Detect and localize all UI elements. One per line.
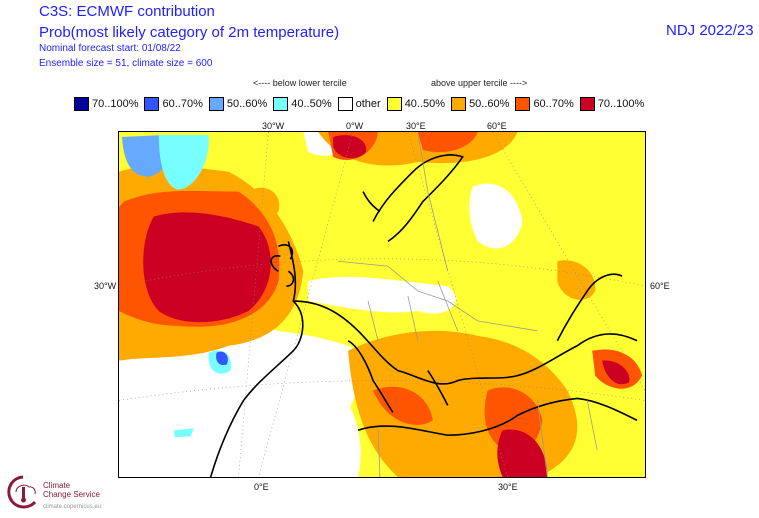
probability-map [118,131,646,478]
legend-swatch [451,97,467,111]
legend-item: 60..70% [144,97,203,111]
lon-label: 30°E [498,482,518,492]
logo-url: climate.copernicus.eu [43,504,102,510]
season-label: NDJ 2022/23 [666,22,754,39]
lon-label: 30°W [94,281,117,291]
legend: 70..100% 60..70% 50..60% 40..50% other 40..50… [74,97,650,111]
legend-swatch [337,97,353,111]
legend-label: 40..50% [291,98,332,110]
graticule [119,132,645,477]
region-below-50-60 [121,134,169,177]
legend-item: other [337,97,381,111]
legend-label: other [355,98,381,110]
legend-swatch [208,97,224,111]
region-60-70 [373,386,433,425]
region-below-40-50 [158,134,209,190]
region-below-60-70 [216,351,228,366]
region-60-70 [417,132,478,153]
country-borders [338,132,598,477]
legend-item: 70..100% [74,97,138,111]
ensemble-size: Ensemble size = 51, climate size = 600 [39,58,213,69]
chart-subtitle: Prob(most likely category of 2m temperat… [39,24,340,41]
region-70-100 [497,429,548,477]
legend-label: 60..70% [162,98,203,110]
region-other [228,329,364,452]
thermometer-cloud-icon [7,475,37,509]
lon-label: 30°E [406,121,426,131]
region-other [469,183,523,249]
legend-label: 50..60% [469,98,510,110]
legend-swatch [74,97,89,111]
lon-label: 30°W [262,121,285,131]
below-tercile-label: <---- below lower tercile [253,78,347,88]
lon-label: 0°E [254,482,269,492]
legend-label: 40..50% [404,98,446,110]
region-70-100 [143,212,271,323]
forecast-start: Nominal forecast start: 01/08/22 [39,43,181,54]
region-below-40-50 [173,428,194,438]
legend-label: 50..60% [226,98,268,110]
logo-line1: Climate [43,481,71,490]
legend-label: 60..70% [533,98,574,110]
legend-item: 70..100% [579,97,645,111]
region-other [308,276,456,314]
legend-swatch [273,97,289,111]
logo-line2: Change Service [43,490,100,499]
legend-label: 70..100% [92,98,139,110]
coastlines [209,154,638,477]
legend-label: 70..100% [597,98,645,110]
region-70-100 [333,135,367,159]
legend-swatch [144,97,160,111]
legend-item: 40..50% [386,97,446,111]
lon-label: 60°E [487,121,507,131]
region-70-100 [602,360,630,385]
legend-item: 50..60% [451,97,509,111]
legend-item: 40..50% [273,97,332,111]
lon-label: 0°W [346,121,364,131]
legend-swatch [579,97,595,111]
chart-title: C3S: ECMWF contribution [39,3,215,20]
lon-label: 60°E [650,281,670,291]
legend-item: 50..60% [208,97,268,111]
legend-swatch [386,97,402,111]
above-tercile-label: above upper tercile ----> [431,78,528,88]
legend-swatch [515,97,531,111]
legend-item: 60..70% [515,97,574,111]
